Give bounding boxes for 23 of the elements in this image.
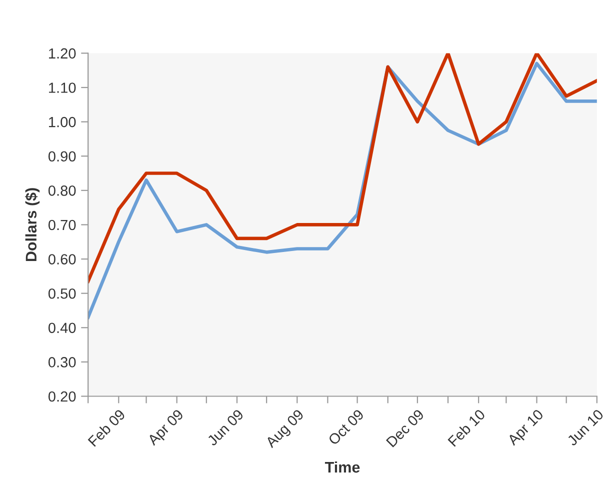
y-tick-label: 1.10	[49, 82, 76, 93]
line-series	[88, 53, 597, 283]
x-tick-label: Jun 10	[566, 408, 604, 446]
x-axis-title: Time	[324, 461, 360, 473]
x-tick-label: Aug 09	[264, 408, 306, 450]
y-tick-label: 1.00	[49, 116, 76, 128]
y-tick-label: 0.50	[48, 288, 76, 299]
x-tick-label: Apr 10	[506, 408, 546, 448]
y-axis-title: Dollars ($)	[25, 188, 40, 262]
x-tick-label: Apr 09	[146, 408, 186, 448]
y-tick-label: 0.90	[48, 151, 76, 162]
y-tick-label: 0.60	[48, 254, 76, 264]
x-tick-label: Oct 09	[328, 408, 364, 446]
x-tick-label: Dec 09	[386, 408, 425, 448]
y-tick-label: 0.30	[48, 357, 76, 368]
y-tick-label: 0.80	[48, 186, 76, 196]
y-tick-label: 0.70	[48, 220, 76, 230]
y-tick-label: 0.20	[48, 391, 76, 402]
x-tick-label: Jun 09	[206, 408, 244, 446]
y-tick-label: 0.40	[48, 322, 76, 334]
x-tick-label: Feb 09	[87, 408, 126, 447]
y-tick-label: 1.20	[49, 48, 76, 59]
x-tick-label: Feb 10	[447, 408, 486, 447]
